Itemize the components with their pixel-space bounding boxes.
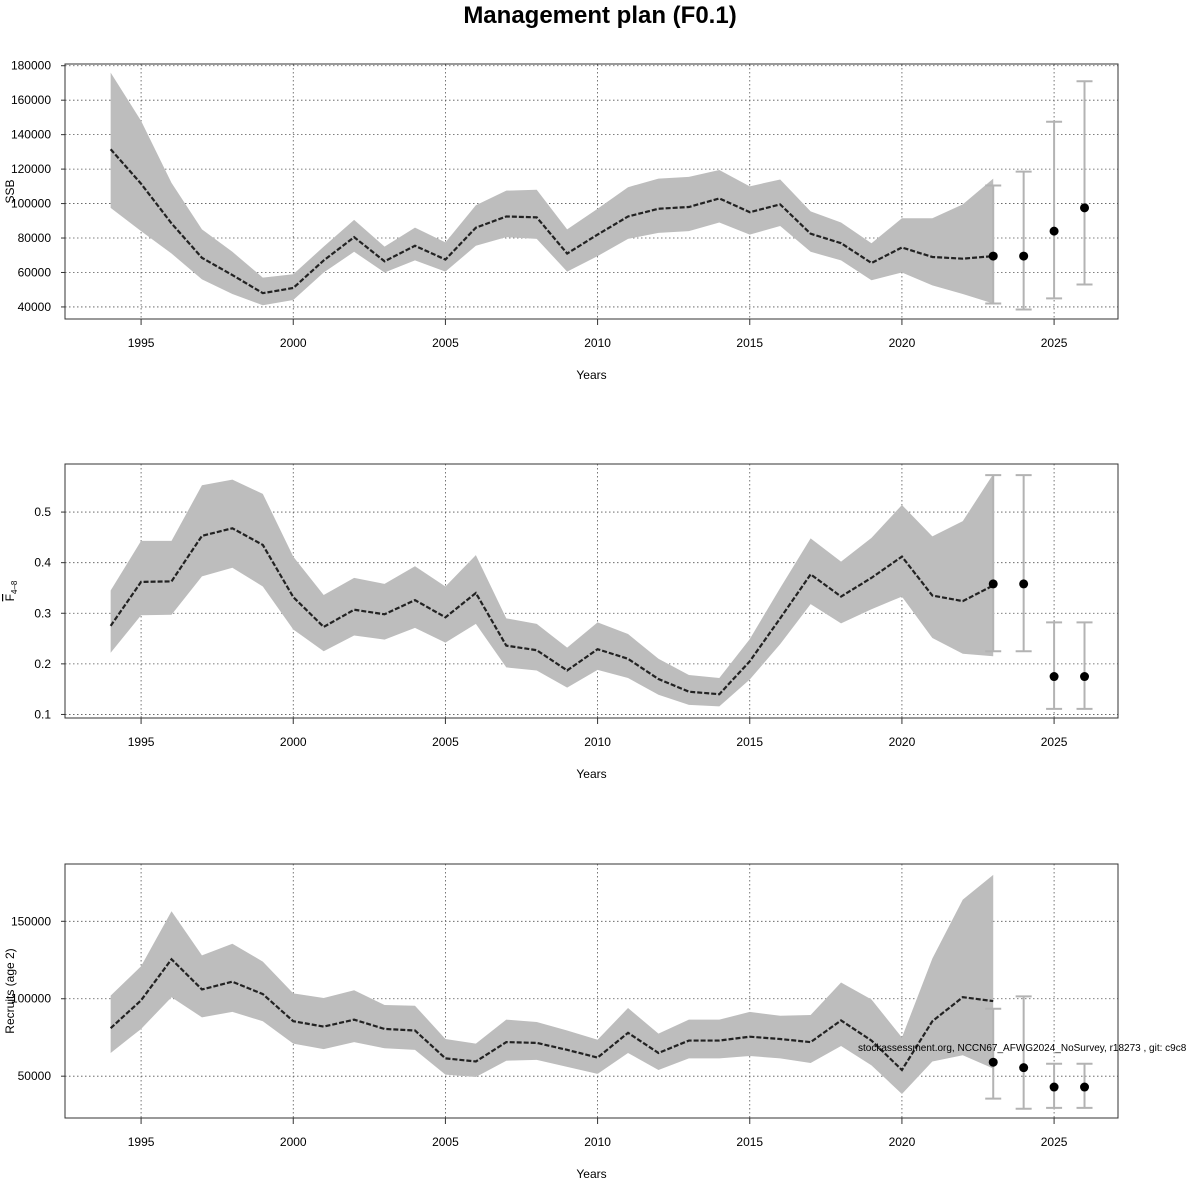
x-tick-label: 2015 [736, 336, 763, 350]
confidence-band [110, 874, 994, 1094]
y-tick-label: 0.1 [34, 707, 51, 721]
estimate-line [109, 148, 994, 295]
y-tick-label: 0.4 [34, 556, 51, 570]
x-tick-label: 2010 [584, 1135, 611, 1149]
x-tick-label: 2025 [1041, 735, 1068, 749]
x-tick-label: 2000 [280, 735, 307, 749]
y-tick-label: 0.3 [34, 606, 51, 620]
y-tick-label: 140000 [11, 128, 51, 142]
x-tick-label: 2025 [1041, 336, 1068, 350]
y-tick-label: 60000 [18, 265, 52, 279]
forecast-point [1080, 672, 1090, 682]
x-axis-label: Years [576, 368, 606, 382]
y-tick-label: 100000 [11, 197, 51, 211]
x-axis-label: Years [576, 1167, 606, 1181]
forecast-point [988, 251, 998, 261]
forecast-point [1019, 1063, 1029, 1073]
y-tick-label: 0.5 [34, 505, 51, 519]
plot-frame [64, 463, 1119, 719]
x-tick-label: 2000 [280, 336, 307, 350]
recruitment-panel: 1995 2000 2005 2010 2015 2020 2025 50000 100000 1… [3, 863, 1119, 1181]
y-axis-label: F4–8 [3, 580, 19, 601]
x-tick-label: 1995 [128, 1135, 155, 1149]
x-tick-label: 2005 [432, 1135, 459, 1149]
confidence-band [110, 474, 994, 707]
y-tick-label: 120000 [11, 162, 51, 176]
x-tick-label: 1995 [128, 336, 155, 350]
y-tick-label: 180000 [11, 59, 51, 73]
y-tick-label: 80000 [18, 231, 52, 245]
x-tick-label: 2010 [584, 336, 611, 350]
y-tick-label: 50000 [18, 1069, 52, 1083]
forecast-point [1019, 251, 1029, 261]
x-axis-label: Years [576, 767, 606, 781]
x-tick-label: 2020 [889, 735, 916, 749]
y-tick-label: 100000 [11, 992, 51, 1006]
y-axis-label: Recruits (age 2) [3, 948, 17, 1033]
confidence-band [110, 72, 994, 306]
x-tick-label: 2005 [432, 336, 459, 350]
forecast-point [1049, 226, 1059, 236]
x-tick-label: 2015 [736, 1135, 763, 1149]
footnote: stockassessment.org, NCCN67_AFWG2024_NoS… [858, 1043, 1187, 1054]
y-tick-label: 0.2 [34, 657, 51, 671]
y-tick-label: 160000 [11, 93, 51, 107]
forecast-point [1080, 1082, 1090, 1092]
forecast-point [1019, 579, 1029, 589]
x-tick-label: 2025 [1041, 1135, 1068, 1149]
chart-title: Management plan (F0.1) [463, 2, 737, 29]
x-tick-label: 2000 [280, 1135, 307, 1149]
forecast-point [1049, 1082, 1059, 1092]
x-tick-label: 1995 [128, 735, 155, 749]
y-tick-label: 40000 [18, 300, 52, 314]
forecast-point [988, 1057, 998, 1067]
x-tick-label: 2015 [736, 735, 763, 749]
x-tick-label: 2010 [584, 735, 611, 749]
estimate-line [109, 957, 994, 1072]
plot-frame [64, 863, 1119, 1119]
fishing-mortality-panel: 1995 2000 2005 2010 2015 2020 2025 0.1 0.2 0.3 0.4… [3, 463, 1119, 781]
forecast-point [988, 579, 998, 589]
plot-frame [64, 63, 1119, 320]
forecast-point [1049, 672, 1059, 682]
y-axis-label: SSB [3, 179, 17, 203]
y-tick-label: 150000 [11, 914, 51, 928]
x-tick-label: 2005 [432, 735, 459, 749]
ssb-panel: 1995 2000 2005 2010 2015 2020 2025 40000 60000 80… [3, 59, 1119, 382]
x-tick-label: 2020 [889, 1135, 916, 1149]
estimate-line [109, 527, 994, 696]
forecast-point [1080, 203, 1090, 213]
x-tick-label: 2020 [889, 336, 916, 350]
